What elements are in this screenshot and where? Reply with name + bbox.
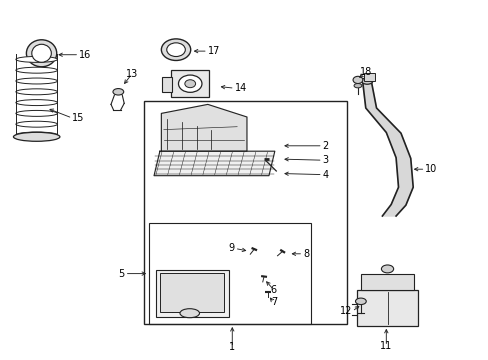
Bar bbox=[364, 73, 374, 81]
Ellipse shape bbox=[26, 40, 57, 67]
Ellipse shape bbox=[16, 78, 58, 84]
Ellipse shape bbox=[113, 89, 123, 95]
Ellipse shape bbox=[16, 100, 58, 105]
Ellipse shape bbox=[184, 80, 195, 87]
Text: 18: 18 bbox=[359, 67, 371, 77]
Text: 13: 13 bbox=[125, 69, 138, 79]
Polygon shape bbox=[362, 83, 412, 216]
Ellipse shape bbox=[361, 78, 372, 84]
Ellipse shape bbox=[178, 75, 202, 92]
Text: 1: 1 bbox=[229, 342, 235, 352]
Bar bbox=[360, 274, 413, 290]
Bar bbox=[356, 290, 417, 326]
Bar bbox=[144, 101, 346, 324]
Ellipse shape bbox=[16, 89, 58, 95]
Ellipse shape bbox=[14, 132, 60, 141]
Bar bbox=[149, 223, 310, 324]
Bar bbox=[155, 270, 228, 317]
Text: 16: 16 bbox=[79, 50, 91, 60]
Ellipse shape bbox=[32, 44, 51, 62]
Ellipse shape bbox=[16, 132, 58, 138]
Text: 7: 7 bbox=[270, 297, 276, 307]
Text: 9: 9 bbox=[228, 243, 234, 253]
Bar bbox=[160, 273, 224, 312]
Ellipse shape bbox=[16, 111, 58, 116]
Text: 10: 10 bbox=[425, 164, 437, 174]
Text: 14: 14 bbox=[234, 83, 246, 93]
Ellipse shape bbox=[16, 121, 58, 127]
Ellipse shape bbox=[166, 43, 185, 57]
Ellipse shape bbox=[355, 298, 366, 305]
Text: 2: 2 bbox=[322, 141, 328, 151]
Text: 11: 11 bbox=[379, 341, 392, 351]
Text: 4: 4 bbox=[322, 170, 328, 180]
Bar bbox=[162, 77, 172, 92]
Ellipse shape bbox=[180, 309, 199, 318]
Text: 5: 5 bbox=[118, 269, 124, 279]
Ellipse shape bbox=[16, 67, 58, 73]
Text: 12: 12 bbox=[339, 306, 351, 316]
Polygon shape bbox=[154, 151, 274, 176]
Ellipse shape bbox=[353, 84, 361, 88]
Ellipse shape bbox=[161, 39, 190, 60]
Ellipse shape bbox=[381, 265, 393, 273]
Ellipse shape bbox=[352, 76, 362, 84]
Polygon shape bbox=[161, 104, 246, 151]
Text: 17: 17 bbox=[207, 46, 220, 56]
Text: 15: 15 bbox=[72, 113, 84, 123]
Text: 3: 3 bbox=[322, 155, 328, 165]
Ellipse shape bbox=[16, 57, 58, 62]
Text: 8: 8 bbox=[303, 249, 309, 259]
Bar bbox=[171, 70, 209, 97]
Text: 6: 6 bbox=[270, 285, 276, 295]
